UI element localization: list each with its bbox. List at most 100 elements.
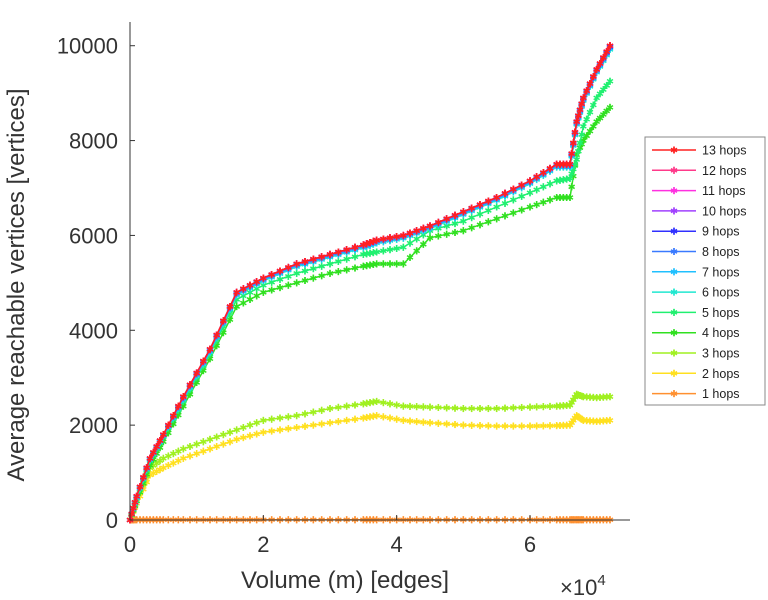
legend-marker [670, 329, 678, 337]
data-point [276, 284, 284, 292]
data-point [259, 416, 267, 424]
data-point [174, 457, 182, 465]
legend-label: 13 hops [702, 144, 746, 158]
data-point [199, 438, 207, 446]
data-point [566, 175, 574, 183]
data-point [226, 316, 234, 324]
data-point [518, 181, 526, 189]
series-3-hops [126, 390, 614, 524]
data-point [373, 412, 381, 420]
data-point [484, 405, 492, 413]
data-point [393, 260, 401, 268]
data-point [334, 418, 342, 426]
data-point [318, 262, 326, 270]
data-point [239, 434, 247, 442]
data-point [459, 405, 467, 413]
legend-label: 6 hops [702, 286, 740, 300]
data-point [276, 426, 284, 434]
data-point [406, 239, 414, 247]
data-point [406, 402, 414, 410]
data-point [603, 48, 611, 56]
data-point [568, 183, 576, 191]
data-point [476, 422, 484, 430]
data-point [326, 419, 334, 427]
data-point [131, 498, 139, 506]
series-line [129, 45, 611, 521]
y-tick-label: 6000 [69, 223, 118, 248]
data-point [546, 422, 554, 430]
legend-marker [670, 166, 678, 174]
series-9-hops [126, 43, 614, 524]
data-point [574, 112, 582, 120]
data-point [179, 454, 187, 462]
data-point [366, 261, 374, 269]
data-point [406, 417, 414, 425]
data-point [139, 473, 147, 481]
data-point [159, 431, 167, 439]
data-point [589, 101, 597, 109]
data-point [573, 156, 581, 164]
legend-entry: 13 hops [652, 144, 746, 158]
data-point [533, 422, 541, 430]
y-tick-label: 4000 [69, 318, 118, 343]
data-point [373, 260, 381, 268]
data-point [413, 247, 421, 255]
data-point [284, 413, 292, 421]
data-point [318, 272, 326, 280]
series-8-hops [126, 43, 614, 524]
data-point [518, 206, 526, 214]
series-2-hops [126, 412, 614, 524]
data-point [526, 422, 534, 430]
legend-marker [670, 268, 678, 276]
data-point [159, 454, 167, 462]
data-point [426, 222, 434, 230]
data-point [351, 243, 359, 251]
data-point [326, 269, 334, 277]
data-point [599, 110, 607, 118]
series-line [129, 106, 611, 521]
data-point [593, 94, 601, 102]
series-line [129, 45, 611, 521]
data-point [276, 414, 284, 422]
data-point [484, 218, 492, 226]
data-point [539, 169, 547, 177]
data-point [239, 285, 247, 293]
y-tick-label: 10000 [57, 34, 118, 59]
data-point [149, 448, 157, 456]
data-point [301, 267, 309, 275]
data-point [253, 278, 261, 286]
x-multiplier: ×104 [560, 572, 606, 600]
data-point [546, 164, 554, 172]
data-point [434, 232, 442, 240]
legend-marker [670, 207, 678, 215]
x-tick-label: 4 [391, 532, 403, 557]
data-point [169, 450, 177, 458]
data-point [501, 404, 509, 412]
data-point [351, 264, 359, 272]
data-point [284, 281, 292, 289]
data-point [493, 422, 501, 430]
data-point [569, 139, 577, 147]
series-line [129, 414, 611, 521]
data-point [399, 260, 407, 268]
data-point [426, 419, 434, 427]
data-point [518, 192, 526, 200]
data-point [246, 421, 254, 429]
axes: 0 2 4 6 0 2000 4000 6000 8000 10000 [57, 22, 630, 557]
data-point [459, 208, 467, 216]
data-point [301, 276, 309, 284]
data-point [399, 243, 407, 251]
data-point [443, 404, 451, 412]
legend-label: 3 hops [702, 347, 740, 361]
data-point [571, 128, 579, 136]
data-point [509, 196, 517, 204]
data-point [568, 150, 576, 158]
data-point [386, 260, 394, 268]
legend-label: 4 hops [702, 326, 740, 340]
legend-marker [670, 390, 678, 398]
data-point [484, 207, 492, 215]
data-point [386, 234, 394, 242]
data-point [326, 250, 334, 258]
data-point [253, 419, 261, 427]
